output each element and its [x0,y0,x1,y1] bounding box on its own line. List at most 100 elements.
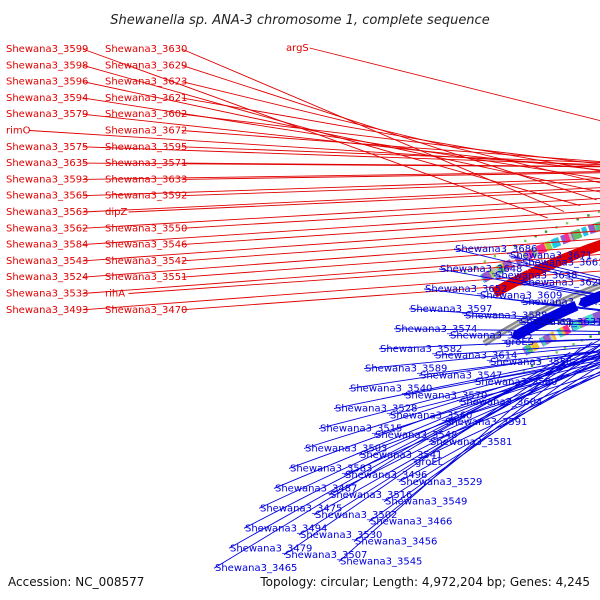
label-leader-line [448,334,600,336]
gene-label-reverse: Shewana3_3652 [425,284,507,295]
feature-block [580,226,589,237]
label-leader-line [338,346,582,562]
gene-label-forward: rimO [6,126,31,137]
rna-marker [597,210,600,214]
label-leader-line [181,245,600,278]
gene-label-forward: Shewana3_3633 [105,174,187,185]
label-leader-line [82,171,600,180]
label-leader-line [433,343,600,356]
label-leader-line [82,113,600,171]
rna-marker [565,221,569,225]
label-leader-line [181,130,600,162]
label-leader-line [82,238,600,278]
label-leader-lines [29,47,600,569]
label-leader-line [388,361,600,416]
feature-block [570,320,580,332]
gene-label-reverse: Shewana3_3614 [435,350,517,361]
rna-marker [572,343,575,346]
label-leader-line [128,259,600,294]
gene-label-reverse: Shewana3_3503 [305,444,387,455]
gene-label-forward: Shewana3_3533 [6,289,88,300]
label-leader-line [273,352,600,489]
gene-label-reverse: Shewana3_3479 [230,543,312,554]
gene-label-reverse: Shewana3_3540 [350,384,432,395]
gene-label-reverse: Shewana3_3620 [522,277,600,288]
gene-label-reverse: Shewana3_3516 [330,490,412,501]
gene-label-reverse: Shewana3_3588 [465,311,547,322]
label-leader-line [463,315,600,324]
rna-marker [493,254,497,258]
gene-label-reverse: Shewana3_3560 [390,410,472,421]
gene-label-forward: Shewana3_3635 [6,158,88,169]
label-leader-line [438,268,600,299]
gene-label-forward: Shewana3_3599 [6,44,88,55]
rna-marker [576,217,579,221]
label-leader-line [458,367,600,403]
gene-label-forward: rihA [105,289,125,300]
rna-marker [473,265,477,269]
rna-marker [530,364,534,368]
gene-label-reverse: Shewana3_3643 [522,297,600,308]
gene-label-forward: Shewana3_3562 [6,223,88,234]
label-leader-line [82,254,600,294]
rna-marker [464,271,467,275]
gene-label-reverse: Shewana3_3631 [520,317,600,328]
gene-label-forward: Shewana3_3593 [6,174,88,185]
label-leader-line [398,371,600,483]
gene-label-forward: argS [286,43,309,54]
rna-marker [513,244,517,247]
label-leader-line [283,342,593,556]
label-leader-line [493,275,600,295]
feature-block [535,243,548,255]
label-leader-line [428,374,600,443]
gene-label-reverse: Shewana3_3580 [475,377,557,388]
gene-label-reverse: Shewana3_3545 [340,557,422,568]
gene-label-reverse: Shewana3_3686 [455,244,537,255]
gene-label-forward: Shewana3_3598 [6,60,88,71]
gene-label-reverse: Shewana3_3487 [275,483,357,494]
gene-label-reverse: Shewana3_3604 [460,397,542,408]
feature-block [571,228,583,241]
rna-marker [587,214,590,217]
gene-label-reverse: Shewana3_3591 [445,417,527,428]
label-leader-line [181,162,600,167]
gene-label-forward: Shewana3_3470 [105,305,187,316]
gene-label-reverse: Shewana3_3475 [260,503,342,514]
gene-label-reverse: Shewana3_3638 [495,271,577,282]
rna-marker [483,260,487,263]
gene-label-reverse: Shewana3_3507 [285,550,367,561]
gene-label-forward: Shewana3_3584 [6,240,88,251]
gene-label-forward: Shewana3_3551 [105,272,187,283]
gene-label-reverse: Shewana3_3529 [400,477,482,488]
label-leader-line [418,351,600,376]
gene-label-reverse: Shewana3_3547 [420,370,502,381]
gene-label-reverse: groEL [415,457,444,468]
feature-block [496,263,505,275]
gene-labels: Shewana3_3599 Shewana3_3630 Shewana3_3598 S… [6,43,600,574]
gene-label-forward: Shewana3_3550 [105,223,187,234]
gene-label-forward: Shewana3_3543 [6,256,88,267]
gene-label-reverse: Shewana3_3541 [360,450,442,461]
label-leader-line [348,350,600,390]
gene-label-forward: Shewana3_3623 [105,77,187,88]
gene-label-reverse: Shewana3_3466 [370,517,452,528]
gene-label-forward: Shewana3_3571 [105,158,187,169]
label-leader-line [128,190,600,213]
feature-block [559,326,567,337]
rna-marker [589,335,592,338]
gene-label-forward: Shewana3_3565 [6,191,88,202]
feature-block [524,250,532,260]
gene-label-reverse: Shewana3_3582 [380,344,462,355]
label-leader-line [378,338,600,350]
label-leader-line [82,223,600,262]
gene-label-forward: Shewana3_3594 [6,93,88,104]
gene-label-forward: Shewana3_3542 [105,256,187,267]
label-leader-line [82,197,600,229]
gene-label-reverse: Shewana3_3597 [410,304,492,315]
label-leader-line [243,344,600,529]
label-leader-line [82,48,548,219]
label-leader-line [82,178,600,197]
gene-label-reverse: Shewana3_3494 [245,523,327,534]
label-leader-line [181,216,600,246]
